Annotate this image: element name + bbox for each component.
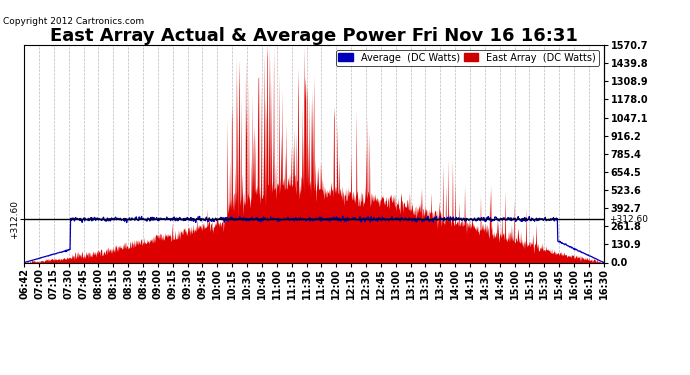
Legend: Average  (DC Watts), East Array  (DC Watts): Average (DC Watts), East Array (DC Watts… [335,50,599,66]
Title: East Array Actual & Average Power Fri Nov 16 16:31: East Array Actual & Average Power Fri No… [50,27,578,45]
Text: Copyright 2012 Cartronics.com: Copyright 2012 Cartronics.com [3,17,145,26]
Text: +312.60: +312.60 [609,215,649,224]
